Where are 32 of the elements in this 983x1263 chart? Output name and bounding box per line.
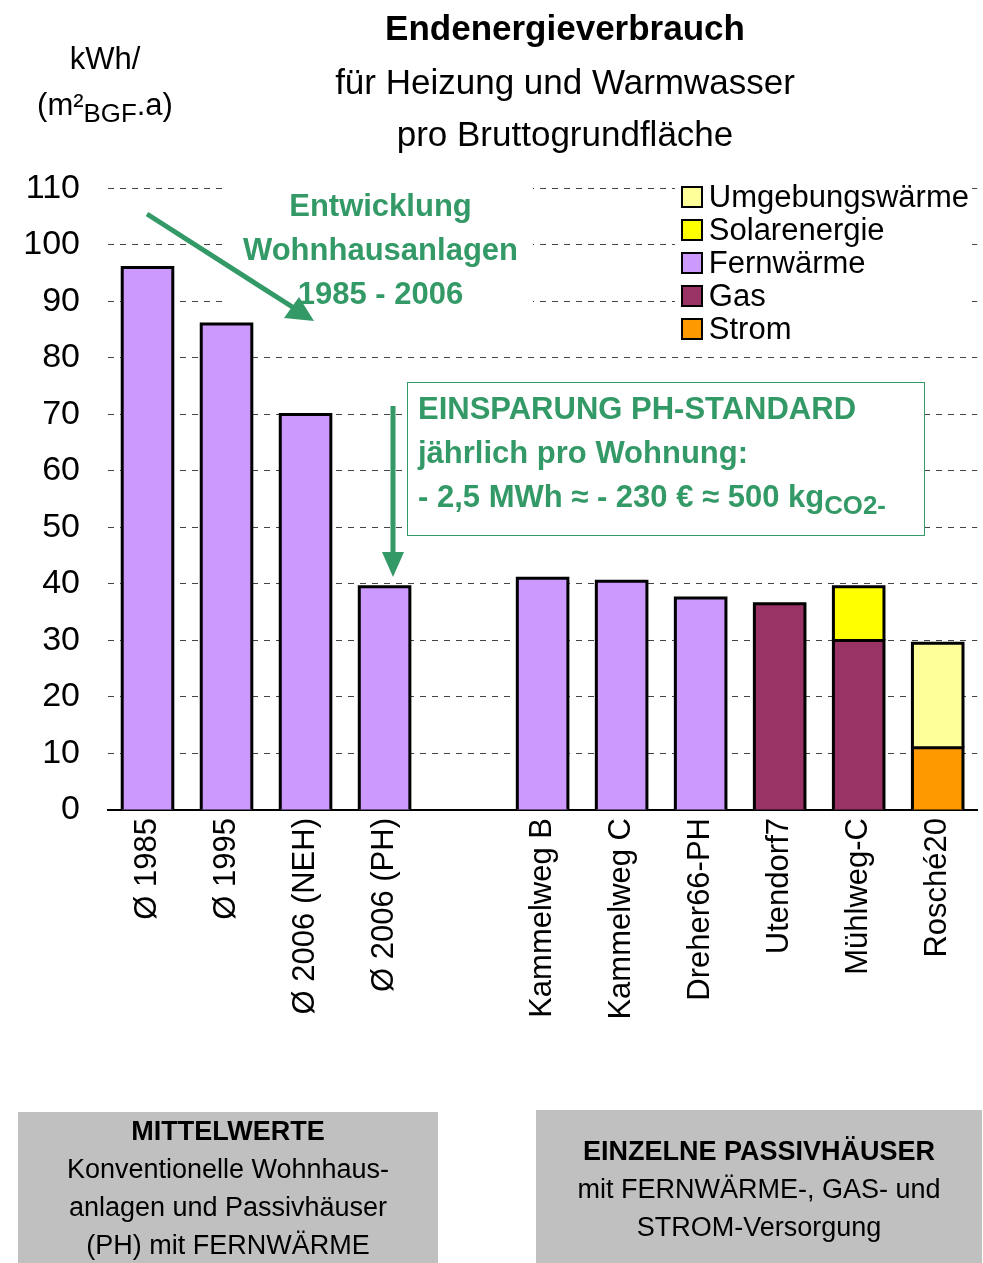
- x-tick-label: Rosché20: [918, 818, 954, 958]
- y-tick-label: 30: [42, 618, 80, 657]
- x-tick-label: Kammelweg C: [602, 818, 638, 1020]
- y-tick-label: 20: [42, 675, 80, 714]
- y-tick-label: 100: [23, 223, 80, 262]
- y-tick-label: 80: [42, 336, 80, 375]
- x-tick-label: Utendorf7: [760, 818, 796, 955]
- x-tick-label: Dreher66-PH: [681, 818, 717, 1001]
- chart-subtitle: für Heizung und Warmwasser pro Bruttogrundfläche: [334, 61, 796, 155]
- y-tick-label: 10: [42, 731, 80, 770]
- x-tick-label: Kammelweg B: [523, 818, 559, 1018]
- x-tick-label: Ø 2006 (NEH): [286, 818, 322, 1015]
- x-tick-label: Ø 2006 (PH): [365, 818, 401, 993]
- annotation: EINSPARUNG PH-STANDARD jährlich pro Wohnung: - 2,5 MWh ≈ - 230 € ≈ 500 kg$_{CO2-}$: [407, 382, 925, 537]
- y-tick-label: 0: [61, 788, 80, 827]
- y-tick-label: 70: [42, 392, 80, 431]
- y-tick-label: 40: [42, 562, 80, 601]
- text: Konventionelle Wohnhaus- anlagen und Passivhäuser (PH) mit FERNWÄRME: [18, 1150, 438, 1263]
- y-tick-label: 50: [42, 505, 80, 544]
- annotation: Entwicklung Wohnhausanlagen 1985 - 2006: [228, 184, 533, 316]
- text: MITTELWERTE: [18, 1112, 438, 1150]
- x-tick-label: Ø 1985: [128, 818, 164, 920]
- text: mit FERNWÄRME-, GAS- und STROM-Versorgung: [536, 1170, 982, 1263]
- text: EINZELNE PASSIVHÄUSER: [536, 1110, 982, 1170]
- chart-title: Endenergieverbrauch: [384, 7, 746, 49]
- y-tick-label: 60: [42, 449, 80, 488]
- y-axis-title: kWh/ (m²$_{BGF}$.a): [36, 40, 174, 130]
- y-tick-label: 110: [25, 166, 80, 205]
- x-tick-label: Mühlweg-C: [839, 818, 875, 975]
- y-tick-label: 90: [42, 279, 80, 318]
- x-tick-label: Ø 1995: [207, 818, 243, 920]
- legend-label: Umgebungswärme: [708, 178, 969, 215]
